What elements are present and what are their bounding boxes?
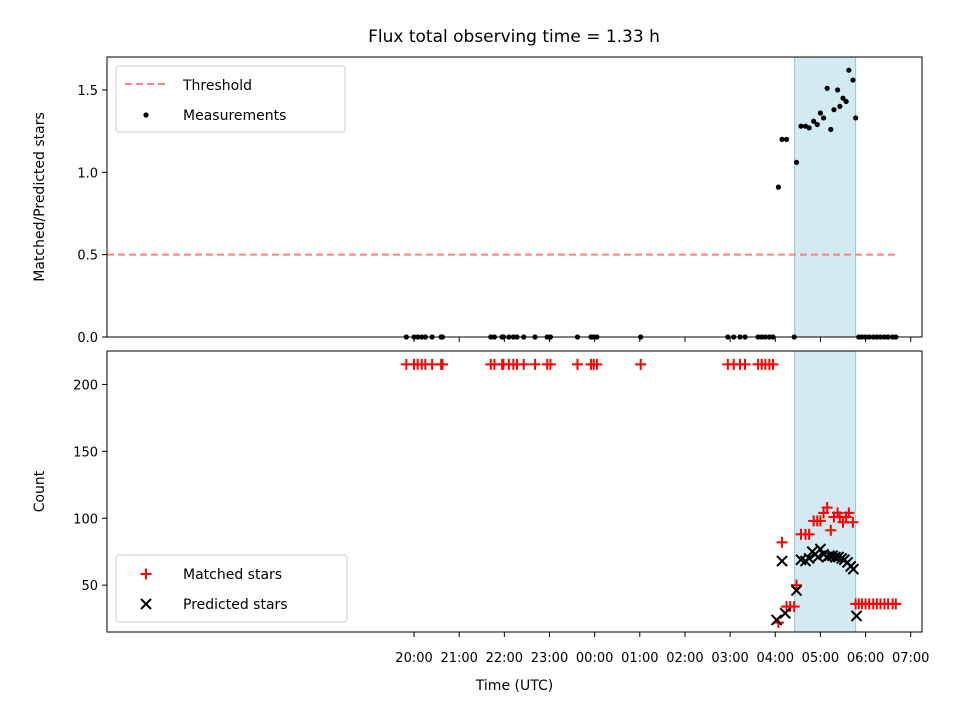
matched-stars-point [847,516,859,528]
y-tick-label: 0.0 [77,331,98,346]
legend-top: Threshold Measurements [115,65,346,133]
plot-frame [106,56,923,338]
matched-stars-point [436,358,448,370]
measurement-point [840,95,846,101]
predicted-stars-point [850,610,863,622]
matched-stars-point [843,507,855,519]
x-tick-label: 21:00 [440,651,477,666]
plot-frame [106,350,923,633]
predicted-stars-point [812,551,824,563]
measurement-point [853,115,859,121]
matched-stars-point [776,536,788,548]
x-tick-label: 02:00 [666,651,703,666]
predicted-stars-point [847,563,860,575]
matched-stars-point [544,358,556,370]
y-axis-label: Count [32,470,48,512]
measurement-point [806,125,812,131]
x-tick-label: 06:00 [847,651,884,666]
x-tick-label: 20:00 [395,651,432,666]
measurement-point [831,107,837,113]
measurement-point [783,136,790,142]
legend-predicted-label: Predicted stars [183,597,288,613]
y-tick-label: 200 [73,378,98,393]
top-panel: 0.0 0.5 1.0 1.5 Matched/Predicted stars [32,56,923,346]
x-tick-label: 04:00 [757,651,794,666]
x-tick-label: 23:00 [531,651,568,666]
x-tick-label: 01:00 [621,651,658,666]
matched-stars-point [518,358,530,370]
predicted-stars-point [803,552,815,565]
legend-predicted-swatch [140,598,152,610]
y-axis-label: Matched/Predicted stars [32,112,48,282]
matched-stars-point [821,502,833,514]
x-tick-label: 22:00 [486,651,523,666]
legend-box [115,554,348,623]
observing-span [794,350,857,633]
measurement-point [817,110,824,116]
legend-measurements-label: Measurements [183,108,286,124]
legend-matched-swatch [140,568,152,580]
matched-stars-point [571,358,583,370]
measurement-point [834,87,841,93]
x-axis-label: Time (UTC) [475,678,553,694]
measurement-point [837,103,843,110]
matched-stars-point [790,579,802,591]
measurement-point [798,123,804,129]
chart-title: Flux total observing time = 1.33 h [368,27,660,47]
y-tick-label: 1.5 [77,84,98,99]
predicted-stars-point [776,555,788,567]
matched-stars-point [825,524,837,536]
y-tick-label: 50 [81,579,98,594]
legend-matched-label: Matched stars [183,567,282,583]
matched-stars-point [788,601,800,613]
measurement-point [843,98,849,105]
legend-threshold-label: Threshold [182,78,252,94]
measurement-point [793,159,800,166]
measurement-point [820,115,827,121]
measurement-point [779,136,785,142]
measurement-point [850,77,856,83]
matched-stars-point [890,598,902,610]
legend-bottom: Matched stars Predicted stars [115,554,348,623]
matched-stars-point [767,358,779,370]
matched-stars-point [529,358,541,370]
measurement-point [811,118,817,124]
y-tick-label: 0.5 [77,249,98,264]
measurement-point [775,184,782,190]
measurement-point [846,67,852,73]
bottom-panel: 50 100 150 200 20:00 21:00 22:00 23:00 00:00 01:0… [32,350,929,694]
x-tick-label: 07:00 [892,651,929,666]
matched-stars-point [803,528,815,540]
predicted-stars-point [832,551,845,563]
matched-stars-point [814,515,826,527]
predicted-stars-point [770,614,783,626]
matched-stars-point [591,358,603,370]
x-tick-label: 03:00 [711,651,748,666]
matched-stars-point [739,358,751,370]
legend-measurements-swatch [143,112,149,118]
y-tick-label: 100 [73,512,98,527]
legend-box [115,65,346,133]
y-tick-label: 1.0 [77,166,98,181]
predicted-stars-point [779,607,791,619]
predicted-stars-point [790,584,803,597]
measurement-point [814,121,820,128]
x-tick-label: 00:00 [576,651,613,666]
y-tick-label: 150 [73,445,98,460]
matched-stars-point [635,358,647,370]
x-tick-label: 05:00 [802,651,839,666]
measurement-point [828,126,834,133]
measurement-point [824,85,830,91]
